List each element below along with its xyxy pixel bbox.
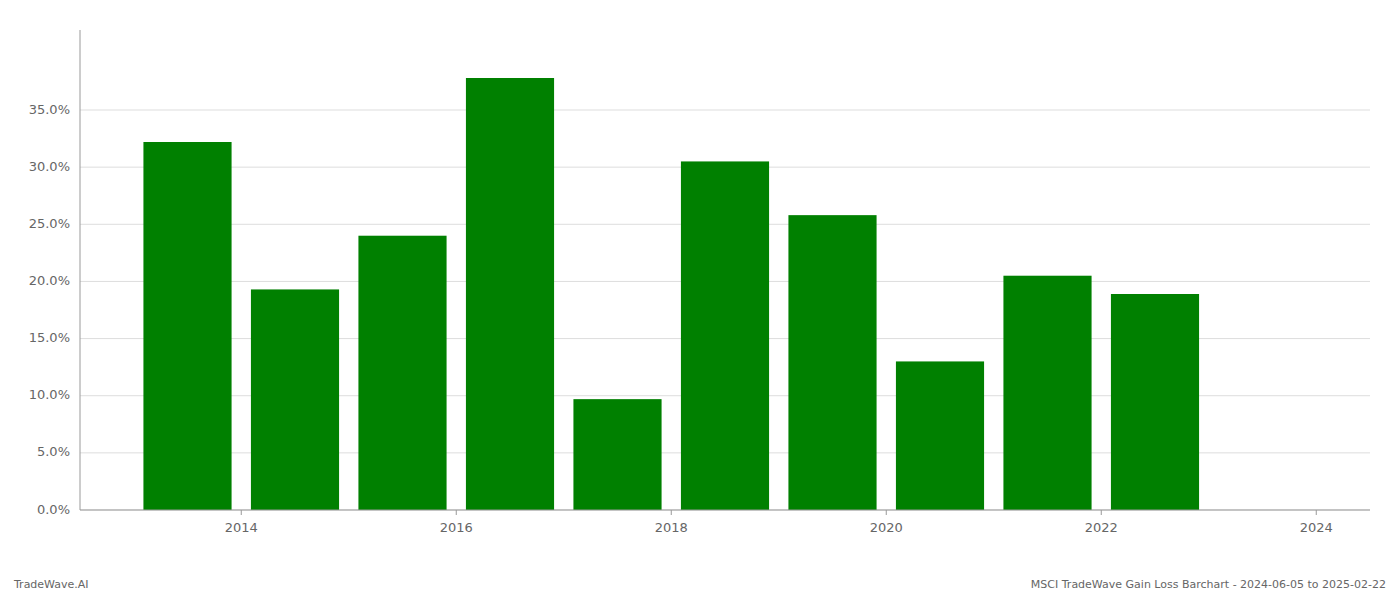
bar — [896, 361, 984, 510]
x-tick-label: 2022 — [1085, 520, 1118, 535]
bar — [358, 236, 446, 510]
y-tick-label: 35.0% — [29, 102, 70, 117]
y-tick-label: 10.0% — [29, 387, 70, 402]
x-tick-label: 2018 — [655, 520, 688, 535]
bar — [1003, 276, 1091, 510]
y-tick-label: 25.0% — [29, 216, 70, 231]
y-axis-line — [80, 30, 81, 510]
x-tick — [1101, 510, 1102, 515]
bars — [143, 78, 1199, 510]
chart: 0.0% 5.0% 10.0% 15.0% 20.0% 25.0% 30.0% 35.0% 20… — [0, 0, 1400, 600]
bar — [251, 289, 339, 510]
grid-line — [80, 110, 1370, 111]
y-tick-label: 20.0% — [29, 273, 70, 288]
bar — [573, 399, 661, 510]
bar — [466, 78, 554, 510]
bar — [143, 142, 231, 510]
footer-text: TradeWave.AI — [13, 578, 89, 591]
footer-text: MSCI TradeWave Gain Loss Barchart - 2024… — [1031, 578, 1386, 591]
y-tick-label: 0.0% — [37, 502, 70, 517]
x-tick — [886, 510, 887, 515]
x-tick — [241, 510, 242, 515]
bar — [1111, 294, 1199, 510]
x-tick-label: 2020 — [870, 520, 903, 535]
y-tick-label: 30.0% — [29, 159, 70, 174]
y-tick-label: 15.0% — [29, 330, 70, 345]
grid-line — [80, 510, 1370, 511]
x-tick — [456, 510, 457, 515]
bar — [788, 215, 876, 510]
y-tick-label: 5.0% — [37, 444, 70, 459]
x-tick-label: 2014 — [225, 520, 258, 535]
x-tick-label: 2016 — [440, 520, 473, 535]
x-tick — [1316, 510, 1317, 515]
x-axis-line — [80, 510, 1370, 511]
bar — [681, 161, 769, 510]
x-tick-label: 2024 — [1300, 520, 1333, 535]
x-tick — [671, 510, 672, 515]
grid — [80, 110, 1370, 510]
